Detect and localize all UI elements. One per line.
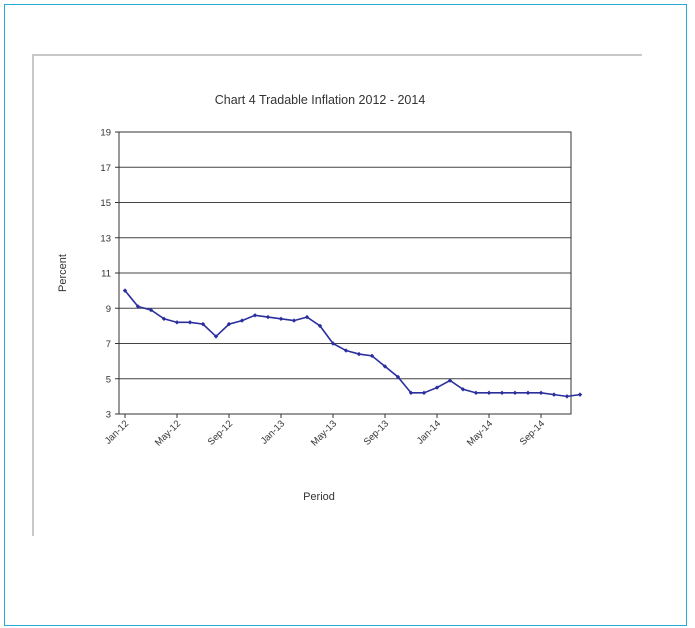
data-point	[421, 390, 427, 396]
gridlines	[119, 166, 571, 380]
data-point	[408, 390, 414, 396]
data-point	[265, 314, 271, 320]
data-point	[551, 392, 557, 397]
x-tick-label: Jan-14	[415, 418, 443, 446]
data-point	[161, 316, 167, 322]
data-point	[187, 320, 193, 325]
y-tick-label: 13	[100, 233, 111, 244]
x-tick-label: Jan-12	[103, 418, 131, 446]
data-point	[447, 378, 453, 383]
x-tick-label: May-14	[465, 418, 495, 448]
data-point	[499, 390, 505, 396]
series-group	[122, 288, 583, 399]
x-tick-label: May-13	[309, 418, 339, 448]
y-tick-label: 19	[100, 128, 111, 139]
data-point	[486, 390, 492, 396]
x-tick-label: May-12	[153, 418, 183, 448]
data-point	[564, 394, 570, 399]
data-point	[473, 390, 479, 396]
y-tick-label: 9	[106, 304, 111, 315]
data-point	[148, 307, 154, 313]
data-point	[460, 387, 466, 392]
y-axis-label: Percent	[57, 254, 69, 292]
data-point	[317, 323, 323, 329]
x-tick-label: Sep-13	[362, 418, 391, 447]
data-point	[356, 351, 362, 357]
data-point	[278, 316, 284, 322]
y-tick-label: 7	[106, 339, 111, 350]
x-tick-label: Jan-13	[259, 418, 287, 446]
data-point	[213, 334, 219, 339]
chart-area	[32, 54, 642, 536]
data-point	[200, 321, 206, 327]
figure-frame	[4, 4, 687, 626]
data-point	[174, 320, 180, 325]
y-axis-ticks: 3 5 7 9 11 13 15 17 19	[100, 128, 119, 421]
y-tick-label: 3	[106, 410, 111, 421]
data-point	[577, 392, 583, 397]
y-tick-label: 5	[106, 374, 111, 385]
data-point	[304, 314, 310, 320]
chart-title: Chart 4 Tradable Inflation 2012 - 2014	[215, 93, 426, 107]
x-axis-label: Period	[303, 491, 335, 503]
data-point	[330, 341, 336, 346]
y-tick-label: 15	[100, 198, 111, 209]
data-point	[122, 288, 128, 293]
data-point	[512, 390, 518, 396]
y-tick-label: 11	[101, 269, 111, 280]
data-point	[252, 313, 258, 318]
data-point	[382, 364, 388, 369]
x-tick-label: Sep-12	[206, 418, 235, 447]
data-point	[538, 390, 544, 396]
x-tick-label: Sep-14	[518, 418, 547, 447]
data-point	[434, 385, 440, 390]
y-tick-label: 17	[100, 163, 111, 174]
data-point	[525, 390, 531, 396]
x-axis-ticks: Jan-12 May-12 Sep-12 Jan-13 May-13 Sep-13 Jan-…	[103, 414, 547, 449]
data-point	[135, 304, 141, 309]
data-point	[239, 318, 245, 323]
data-point	[291, 318, 297, 323]
data-point	[369, 353, 375, 359]
data-point	[395, 374, 401, 380]
data-point	[226, 321, 232, 327]
data-point	[343, 348, 349, 353]
